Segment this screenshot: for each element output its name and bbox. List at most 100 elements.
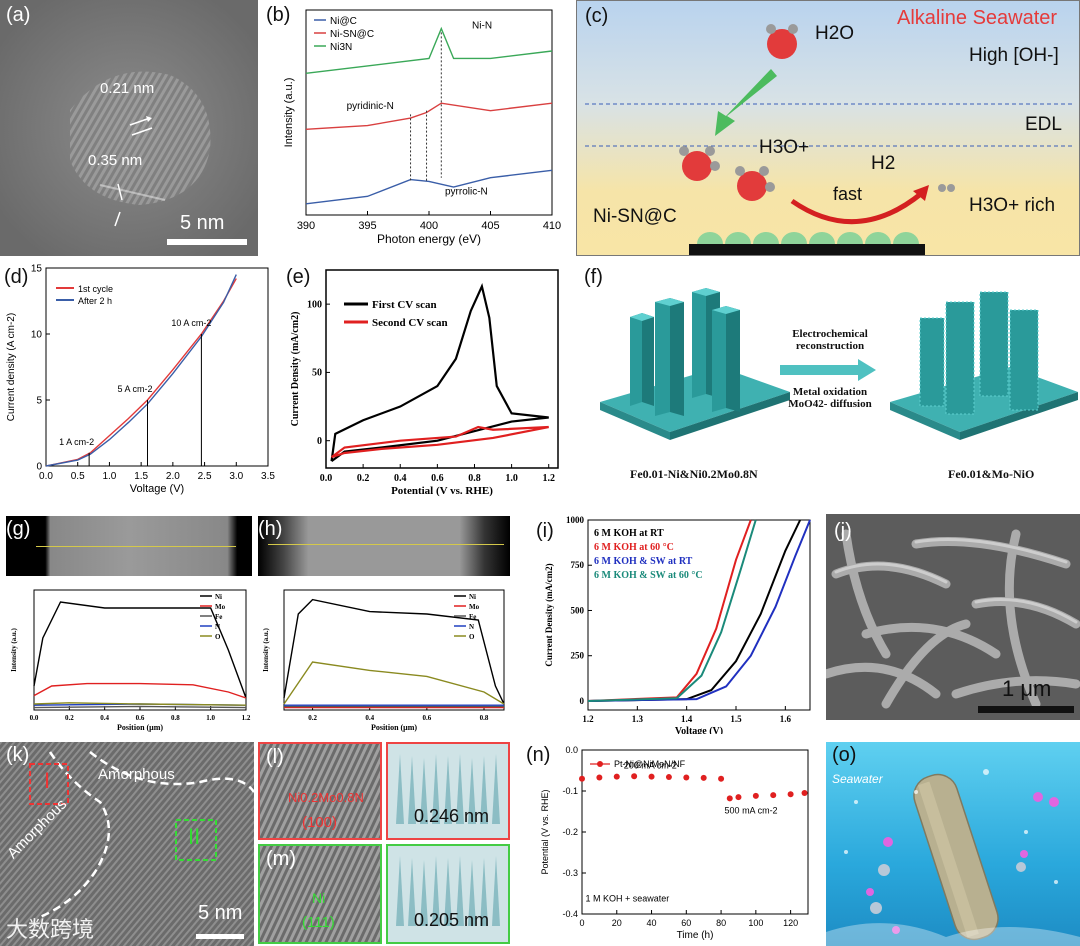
y-axis-label: Current Density (mA/cm2) [544, 563, 554, 666]
series-ni3n [305, 26, 553, 75]
data-point [631, 773, 638, 780]
data-point [770, 792, 777, 799]
legend-label: Mo [469, 603, 480, 611]
right-caption: Fe0.01&Mo-NiO [948, 467, 1035, 481]
linescan-image-h [258, 516, 510, 576]
scale-label: 5 nm [180, 212, 225, 234]
y-tick-label: 100 [307, 299, 322, 310]
x-axis-label: Voltage (V) [675, 726, 723, 734]
data-point [801, 790, 808, 797]
y-tick-label: -0.2 [562, 827, 578, 837]
panel-l-label: (l) [266, 746, 284, 768]
legend-label: Ni@C [330, 16, 357, 27]
series-fe [33, 705, 247, 709]
x-tick-label: 0.2 [65, 714, 74, 722]
y-axis-label: Potential (V vs. RHE) [540, 789, 550, 874]
x-axis-label: Position (μm) [117, 723, 163, 732]
hrtem-image [0, 742, 254, 946]
annotation: pyridinic-N [347, 101, 394, 112]
x-tick-label: 2.5 [198, 471, 212, 482]
x-tick-label: 0.2 [357, 473, 370, 484]
chart-n: 0 20 40 60 80 100 120 0.0 -0.1 -0.2 -0.3 -0.4 Time (… [540, 745, 809, 941]
panel-k: (k) Amorphous Amorphous I II 5 nm [0, 742, 254, 946]
panel-k-label: (k) [6, 744, 30, 766]
y-axis-label: Current density (A cm-2) [6, 313, 17, 421]
series-ni-sn-c [305, 102, 553, 130]
plot-frame [325, 269, 559, 469]
x-tick-label: 100 [748, 918, 763, 928]
plot-frame [305, 9, 553, 216]
x-tick-label: 80 [716, 918, 726, 928]
panel-g: 0.0 0.2 0.4 0.6 0.8 1.0 1.2 Position (μm) Intens… [0, 512, 254, 734]
spacing-label-2: 0.35 nm [88, 152, 143, 169]
x-tick-label: 405 [481, 220, 499, 232]
h2o-label: H2O [815, 23, 855, 44]
x-tick-label: 0.2 [308, 714, 317, 722]
nanoparticle [70, 71, 211, 206]
legend-label: Ni [469, 593, 476, 601]
water-molecule [767, 29, 797, 59]
series-after-2-h [45, 274, 237, 467]
seawater-label: Seawater [832, 772, 883, 786]
fast-arrow [790, 191, 924, 225]
x-tick-label: 1.2 [582, 714, 594, 724]
region-box-2 [175, 819, 217, 861]
green-arrow [715, 69, 777, 136]
lattice-l [260, 744, 380, 838]
x-tick-label: 0.0 [39, 471, 53, 482]
x-tick-label: 2.0 [166, 471, 180, 482]
panel-b-label: (b) [266, 4, 291, 26]
panel-m: (m) Ni (111) [258, 844, 382, 944]
panel-i: 1.2 1.3 1.4 1.5 1.6 0 250 500 750 1000 Voltage (V)… [530, 512, 820, 734]
plane-m: (111) [302, 914, 335, 931]
x-tick-label: 0.8 [171, 714, 180, 722]
panel-e: 0.0 0.2 0.4 0.6 0.8 1.0 1.2 0 50 100 Potential (V … [282, 262, 572, 500]
x-tick-label: 0.4 [100, 714, 109, 722]
legend-label: Ni [215, 593, 222, 601]
pillars-right [919, 291, 1039, 415]
x-tick-label: 1.2 [542, 473, 555, 484]
y-tick-label: 15 [31, 263, 43, 274]
x-axis-label: Photon energy (eV) [377, 232, 481, 246]
panel-b: 390 395 400 405 410 Photon energy (eV) Intensi… [262, 0, 562, 256]
legend-label: Pt-Ni@NiMoN/NF [614, 759, 686, 769]
data-point [752, 792, 759, 799]
catalyst-label: Ni-SN@C [593, 206, 677, 227]
y-tick-label: 0.0 [565, 745, 578, 755]
chart-g: 0.0 0.2 0.4 0.6 0.8 1.0 1.2 Position (μm) Intens… [10, 589, 251, 732]
y-tick-label: 0 [317, 436, 322, 447]
x-axis-label: Potential (V vs. RHE) [391, 485, 493, 497]
panel-h: 0.2 0.4 0.6 0.8 Position (μm) Intensity (a.u.… [254, 512, 514, 734]
legend-marker [597, 761, 603, 767]
series-6-m-koh-sw-at-rt [587, 519, 811, 702]
x-tick-label: 3.0 [229, 471, 243, 482]
series-first-cv-scan [330, 282, 549, 463]
panel-o-label: (o) [832, 744, 857, 766]
catalyst-beads [697, 232, 919, 244]
y-axis-label: Current Density (mA/cm2) [290, 312, 301, 427]
h3o-label: H3O+ [759, 137, 810, 158]
x-tick-label: 0.8 [468, 473, 481, 484]
scale-bar [167, 239, 247, 245]
x-tick-label: 120 [783, 918, 798, 928]
left-caption: Fe0.01-Ni&Ni0.2Mo0.8N [630, 467, 758, 481]
y-tick-label: 10 [31, 329, 43, 340]
spacing-m: 0.205 nm [414, 910, 490, 930]
data-point [735, 794, 742, 801]
legend-label: 6 M KOH at RT [594, 528, 664, 539]
series-6-m-koh-sw-at-60-c [587, 519, 757, 702]
series-ni-c [305, 169, 553, 205]
y-tick-label: -0.3 [562, 868, 578, 878]
chart-i: 1.2 1.3 1.4 1.5 1.6 0 250 500 750 1000 Voltage (V)… [544, 515, 811, 734]
x-tick-label: 1.2 [242, 714, 251, 722]
phase-l: Ni0.2Mo0.8N [288, 790, 364, 805]
legend-label: 6 M KOH & SW at 60 °C [594, 570, 703, 581]
x-tick-label: 1.0 [206, 714, 215, 722]
panel-o: (o) Seawater [826, 742, 1080, 946]
panel-a-label: (a) [6, 4, 31, 26]
x-axis-label: Position (μm) [371, 723, 417, 732]
amorphous-label-1: Amorphous [98, 766, 175, 783]
high-oh-label: High [OH-] [969, 45, 1059, 66]
x-tick-label: 0.6 [422, 714, 431, 722]
panel-a-image [0, 0, 258, 256]
